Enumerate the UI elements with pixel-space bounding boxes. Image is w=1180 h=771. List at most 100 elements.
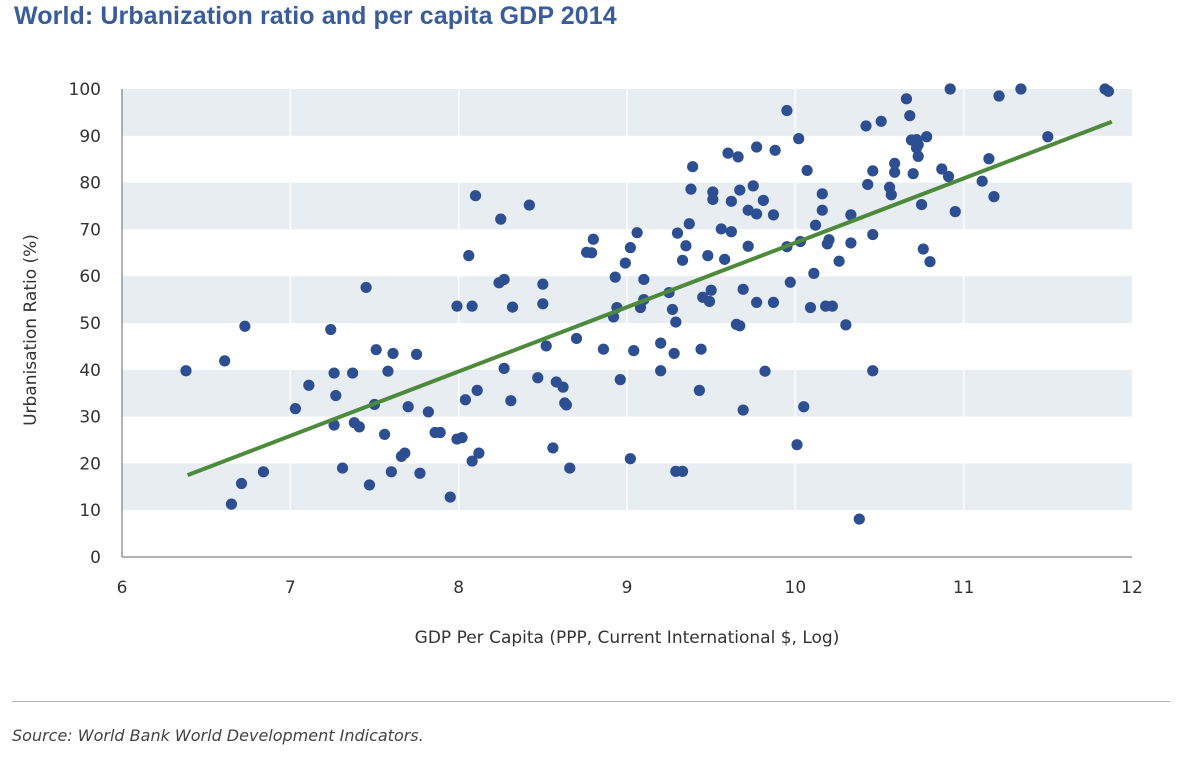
data-point	[257, 466, 269, 478]
data-point	[804, 301, 817, 314]
data-point	[289, 403, 301, 415]
data-point	[671, 227, 684, 239]
data-point	[742, 204, 754, 216]
footer-divider	[12, 701, 1170, 702]
data-point	[638, 273, 650, 286]
data-point	[498, 362, 510, 374]
data-point	[816, 188, 828, 200]
trendline-group	[186, 119, 1113, 477]
data-point	[473, 447, 485, 459]
y-tick-label: 90	[79, 127, 101, 147]
y-tick-label: 60	[79, 267, 101, 287]
data-point	[586, 247, 598, 259]
data-point	[823, 234, 835, 246]
data-point	[737, 404, 749, 416]
data-point	[537, 278, 549, 290]
data-point	[853, 513, 865, 525]
y-tick-label: 80	[79, 174, 101, 194]
data-point	[767, 209, 780, 221]
x-tick-label: 11	[953, 578, 975, 598]
data-point	[557, 381, 569, 393]
data-point	[685, 183, 697, 195]
data-point	[676, 465, 689, 477]
data-point	[402, 401, 414, 413]
data-point	[379, 428, 391, 440]
data-point	[505, 395, 517, 407]
data-point	[466, 455, 478, 467]
data-point	[385, 466, 397, 478]
data-point	[904, 110, 916, 122]
data-point	[387, 347, 399, 360]
data-point	[668, 347, 680, 360]
x-tick-label: 6	[117, 578, 128, 598]
x-tick-label: 10	[785, 578, 807, 598]
data-point	[767, 296, 780, 309]
data-point	[912, 139, 924, 151]
data-point	[330, 389, 342, 402]
y-tick-label: 30	[79, 408, 101, 428]
data-point	[422, 406, 434, 418]
chart-title: World: Urbanization ratio and per capita…	[14, 2, 617, 30]
data-point	[751, 141, 763, 153]
data-point	[564, 462, 576, 474]
data-point	[353, 421, 365, 433]
data-point	[456, 432, 468, 444]
data-point	[680, 240, 692, 252]
data-point	[725, 226, 737, 238]
data-point	[325, 323, 337, 336]
data-point	[791, 439, 803, 451]
data-point	[570, 332, 583, 345]
data-point	[801, 164, 813, 177]
data-point	[597, 343, 610, 355]
y-tick-label: 10	[79, 501, 101, 521]
data-point	[1015, 83, 1027, 95]
data-point	[547, 442, 559, 454]
data-point	[737, 283, 749, 295]
data-point	[833, 255, 845, 267]
data-point	[875, 115, 887, 127]
data-point	[751, 296, 763, 309]
data-point	[506, 301, 519, 313]
data-point	[862, 178, 874, 191]
data-point	[867, 165, 879, 177]
data-point	[809, 219, 822, 231]
data-point	[471, 384, 483, 396]
data-point	[382, 365, 394, 377]
data-point	[944, 83, 956, 95]
data-point	[1042, 131, 1054, 143]
data-point	[889, 166, 901, 178]
data-point	[219, 355, 231, 367]
data-point	[587, 233, 599, 245]
data-point	[742, 240, 754, 252]
data-point	[703, 295, 716, 308]
data-point	[915, 198, 928, 211]
x-tick-label: 9	[622, 578, 633, 598]
data-point	[670, 316, 682, 328]
data-point	[949, 206, 961, 218]
data-point	[451, 300, 463, 312]
data-point	[988, 191, 1000, 203]
y-tick-label: 100	[69, 80, 101, 100]
data-point	[235, 477, 248, 490]
data-point	[495, 213, 507, 225]
data-point	[936, 163, 948, 175]
data-point	[993, 90, 1005, 102]
data-point	[734, 320, 746, 332]
data-point	[655, 337, 667, 349]
data-point	[666, 303, 679, 316]
data-point	[826, 300, 838, 312]
x-tick-label: 8	[453, 578, 464, 598]
data-point	[399, 447, 411, 459]
data-point	[444, 491, 456, 503]
x-tick-label: 12	[1121, 578, 1143, 598]
data-point	[523, 199, 535, 211]
data-point	[751, 208, 763, 220]
data-point	[624, 242, 636, 254]
data-point	[917, 243, 929, 255]
data-point	[719, 253, 731, 265]
data-point	[867, 365, 879, 377]
data-point	[747, 180, 759, 192]
data-point	[414, 467, 426, 479]
data-point	[734, 184, 746, 196]
data-point	[705, 284, 717, 296]
